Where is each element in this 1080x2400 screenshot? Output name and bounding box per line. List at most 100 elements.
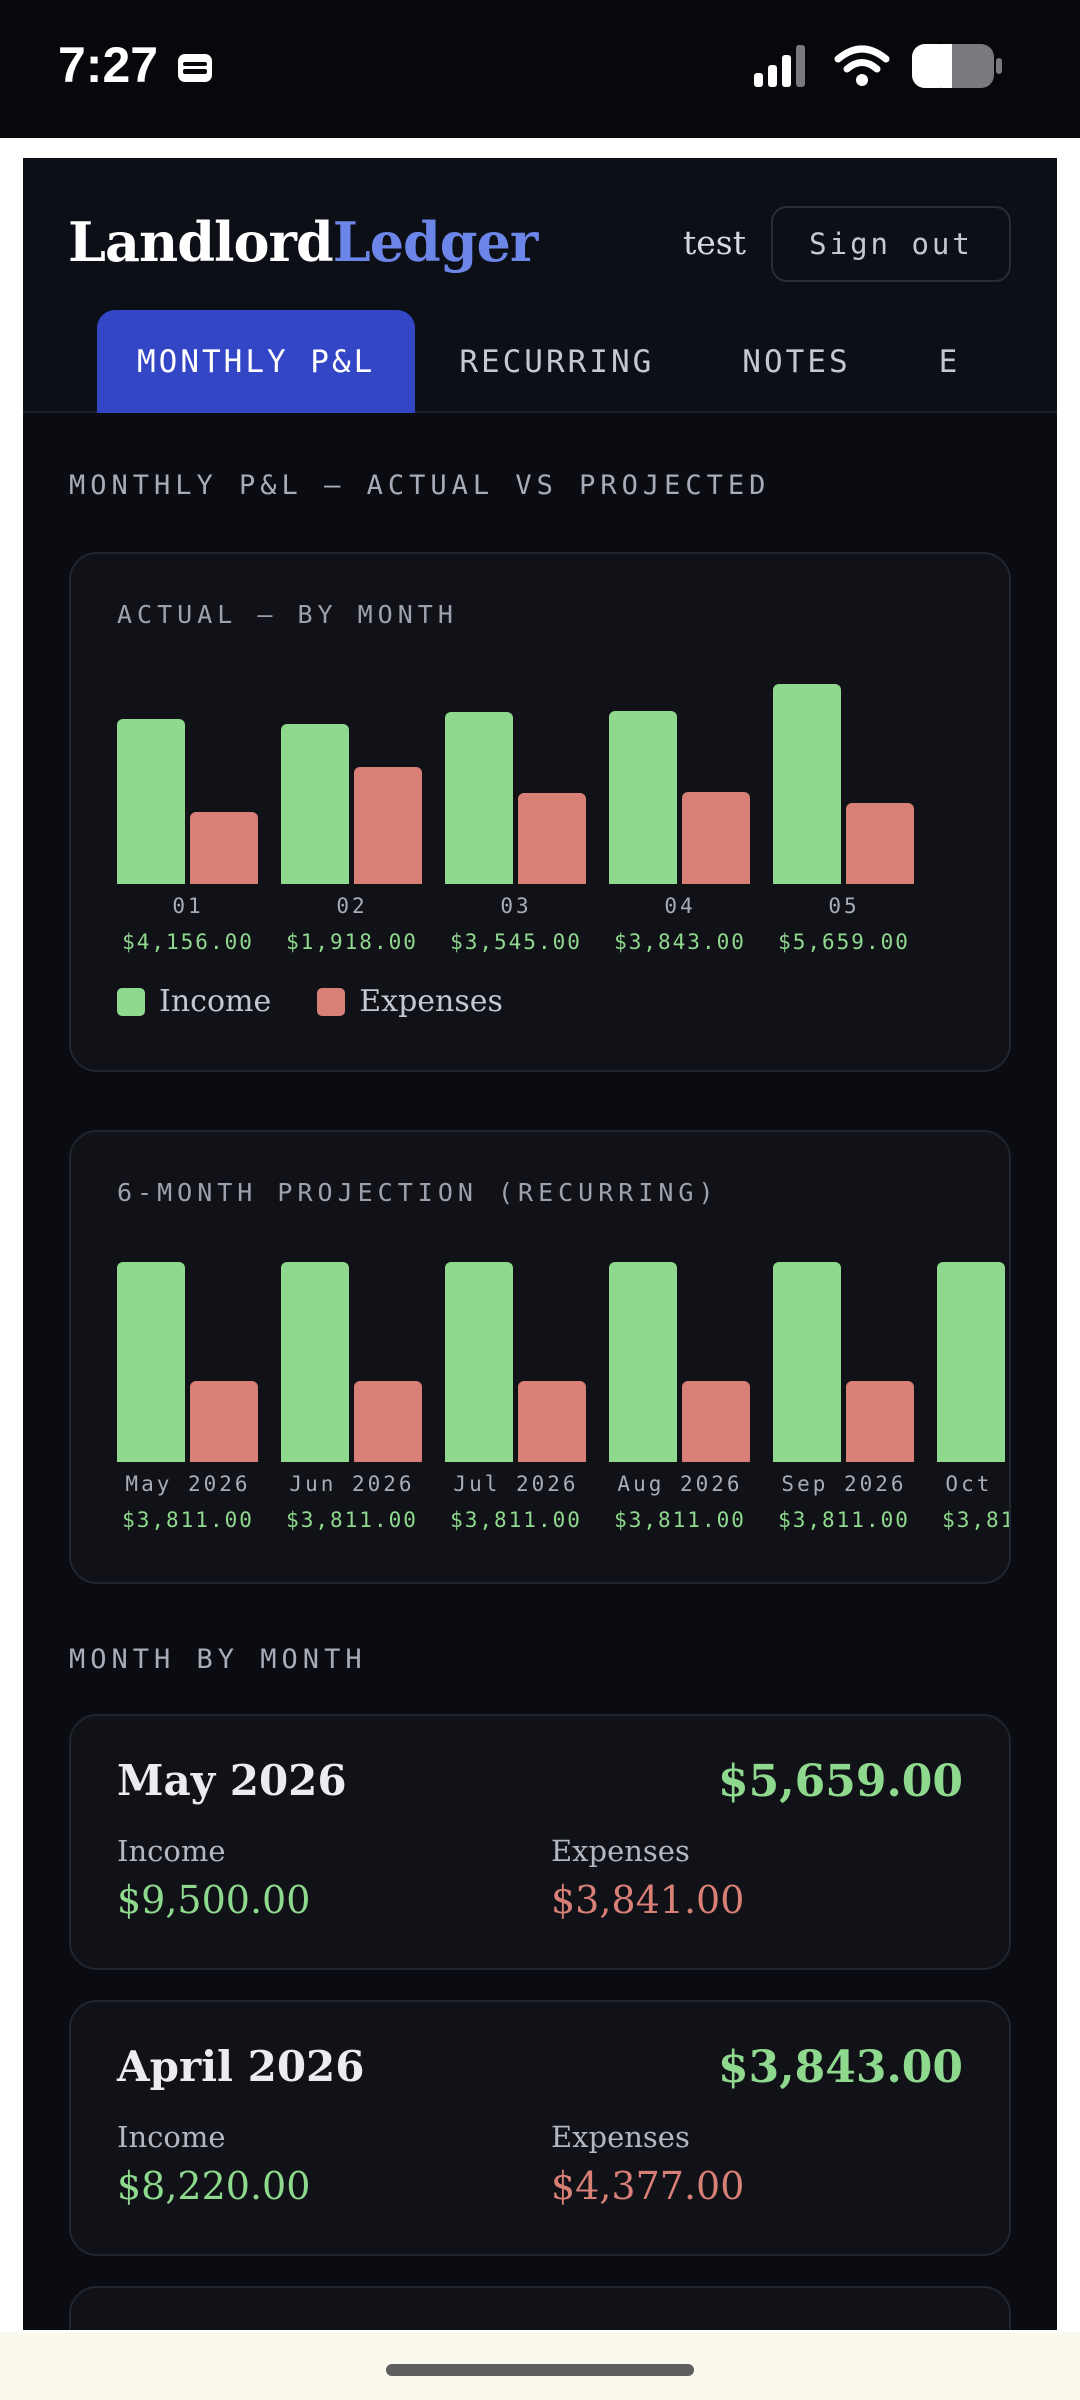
tab-notes[interactable]: NOTES bbox=[742, 343, 851, 380]
sign-out-button[interactable]: Sign out bbox=[771, 206, 1011, 282]
month-by-month-title: MONTH BY MONTH bbox=[69, 1644, 367, 1675]
legend-expenses: Expenses bbox=[317, 984, 503, 1019]
income-swatch bbox=[117, 987, 145, 1016]
month-card[interactable]: May 2026 $5,659.00 Income $9,500.00 Expe… bbox=[69, 1714, 1011, 1970]
month-card[interactable]: April 2026 $3,843.00 Income $8,220.00 Ex… bbox=[69, 2000, 1011, 2256]
expenses-bar[interactable] bbox=[518, 1381, 586, 1462]
wallet-icon bbox=[178, 54, 212, 82]
month-tick-label: 05 bbox=[828, 894, 860, 918]
chart-legend: Income Expenses bbox=[117, 984, 549, 1019]
net-value-label: $4,156.00 bbox=[122, 930, 254, 954]
expenses-label: Expenses bbox=[551, 1834, 690, 1868]
month-tick-label: Jul 2026 bbox=[453, 1472, 579, 1496]
income-value: $8,220.00 bbox=[117, 2164, 311, 2208]
net-value-label: $3,811.00 bbox=[122, 1508, 254, 1532]
section-title: MONTHLY P&L — ACTUAL VS PROJECTED bbox=[69, 470, 771, 501]
income-bar[interactable] bbox=[773, 1262, 841, 1462]
expenses-value: $4,377.00 bbox=[551, 2164, 745, 2208]
income-bar[interactable] bbox=[609, 1262, 677, 1462]
expenses-bar[interactable] bbox=[190, 1381, 258, 1462]
income-bar[interactable] bbox=[773, 684, 841, 884]
status-bar: 7:27 bbox=[0, 0, 1080, 138]
signal-icon bbox=[754, 45, 805, 87]
net-value-label: $3,843.00 bbox=[614, 930, 746, 954]
actual-chart-card: ACTUAL — BY MONTH 01 $4,156.00 02 $1,918.00… bbox=[69, 552, 1011, 1072]
expenses-bar[interactable] bbox=[846, 1381, 914, 1462]
month-card-net: $3,843.00 bbox=[718, 2042, 963, 2093]
income-bar[interactable] bbox=[609, 711, 677, 884]
projection-chart-card: 6-MONTH PROJECTION (RECURRING) May 2026 $… bbox=[69, 1130, 1011, 1584]
income-bar[interactable] bbox=[445, 1262, 513, 1462]
income-bar[interactable] bbox=[445, 712, 513, 884]
expenses-bar[interactable] bbox=[846, 803, 914, 884]
expenses-bar[interactable] bbox=[354, 1381, 422, 1462]
tab-recurring[interactable]: RECURRING bbox=[459, 343, 655, 380]
income-bar[interactable] bbox=[281, 1262, 349, 1462]
status-time: 7:27 bbox=[58, 37, 159, 93]
net-value-label: $3,811.00 bbox=[778, 1508, 910, 1532]
actual-chart-title: ACTUAL — BY MONTH bbox=[117, 600, 458, 629]
expenses-bar[interactable] bbox=[518, 793, 586, 884]
month-tick-label: 03 bbox=[500, 894, 532, 918]
income-label: Income bbox=[117, 1834, 226, 1868]
legend-expenses-label: Expenses bbox=[359, 984, 503, 1019]
month-tick-label: 01 bbox=[172, 894, 204, 918]
projection-chart-title: 6-MONTH PROJECTION (RECURRING) bbox=[117, 1178, 719, 1207]
income-bar[interactable] bbox=[117, 719, 185, 884]
month-card[interactable] bbox=[69, 2286, 1011, 2330]
month-card-net: $5,659.00 bbox=[718, 1756, 963, 1807]
wifi-icon bbox=[834, 45, 890, 86]
expenses-bar[interactable] bbox=[354, 767, 422, 884]
legend-income-label: Income bbox=[159, 984, 272, 1019]
month-card-title: April 2026 bbox=[117, 2042, 365, 2091]
net-value-label: $3,811.00 bbox=[450, 1508, 582, 1532]
month-tick-label: Oct 2026 bbox=[945, 1472, 1009, 1496]
logo-text-primary: Landlord bbox=[68, 210, 334, 274]
income-bar[interactable] bbox=[281, 724, 349, 884]
tab-e[interactable]: E bbox=[938, 343, 961, 380]
income-label: Income bbox=[117, 2120, 226, 2154]
net-value-label: $3,811.00 bbox=[286, 1508, 418, 1532]
net-value-label: $1,918.00 bbox=[286, 930, 418, 954]
net-value-label: $3,545.00 bbox=[450, 930, 582, 954]
chart-month-group: Sep 2026 $3,811.00 bbox=[773, 1262, 915, 1532]
battery-icon bbox=[912, 44, 1002, 88]
month-tick-label: Jun 2026 bbox=[289, 1472, 415, 1496]
status-indicators bbox=[754, 44, 1002, 88]
chart-month-group: May 2026 $3,811.00 bbox=[117, 1262, 259, 1532]
net-value-label: $3,811.00 bbox=[614, 1508, 746, 1532]
logo-text-accent: Ledger bbox=[332, 210, 539, 274]
expenses-bar[interactable] bbox=[1010, 1381, 1011, 1462]
month-tick-label: May 2026 bbox=[125, 1472, 251, 1496]
income-value: $9,500.00 bbox=[117, 1878, 311, 1922]
current-user: test bbox=[683, 223, 746, 262]
chart-month-group: 05 $5,659.00 bbox=[773, 684, 915, 954]
chart-month-group: Jul 2026 $3,811.00 bbox=[445, 1262, 587, 1532]
projection-chart: May 2026 $3,811.00 Jun 2026 $3,811.00 Jul 20… bbox=[117, 1262, 1011, 1542]
chart-month-group: 02 $1,918.00 bbox=[281, 684, 423, 954]
chart-month-group: 01 $4,156.00 bbox=[117, 684, 259, 954]
actual-chart: 01 $4,156.00 02 $1,918.00 03 $3,545.00 04 $3,84… bbox=[117, 684, 977, 964]
app-header: LandlordLedger test Sign out MONTHLY P&L… bbox=[23, 158, 1057, 413]
net-value-label: $3,811.00 bbox=[942, 1508, 1009, 1532]
expenses-label: Expenses bbox=[551, 2120, 690, 2154]
income-bar[interactable] bbox=[937, 1262, 1005, 1462]
expenses-bar[interactable] bbox=[682, 1381, 750, 1462]
chart-month-group: Aug 2026 $3,811.00 bbox=[609, 1262, 751, 1532]
expenses-bar[interactable] bbox=[682, 792, 750, 884]
app-logo[interactable]: LandlordLedger bbox=[68, 210, 539, 274]
tab-bar: MONTHLY P&L RECURRING NOTES E bbox=[97, 310, 1004, 413]
income-bar[interactable] bbox=[117, 1262, 185, 1462]
chart-month-group: Jun 2026 $3,811.00 bbox=[281, 1262, 423, 1532]
month-tick-label: 04 bbox=[664, 894, 696, 918]
month-tick-label: Aug 2026 bbox=[617, 1472, 743, 1496]
chart-month-group: 03 $3,545.00 bbox=[445, 684, 587, 954]
legend-income: Income bbox=[117, 984, 271, 1019]
net-value-label: $5,659.00 bbox=[778, 930, 910, 954]
expenses-bar[interactable] bbox=[190, 812, 258, 884]
tab-monthly-pl[interactable]: MONTHLY P&L bbox=[97, 310, 416, 413]
month-card-title: May 2026 bbox=[117, 1756, 347, 1805]
home-indicator[interactable] bbox=[386, 2364, 694, 2376]
chart-month-group: 04 $3,843.00 bbox=[609, 684, 751, 954]
month-tick-label: 02 bbox=[336, 894, 368, 918]
